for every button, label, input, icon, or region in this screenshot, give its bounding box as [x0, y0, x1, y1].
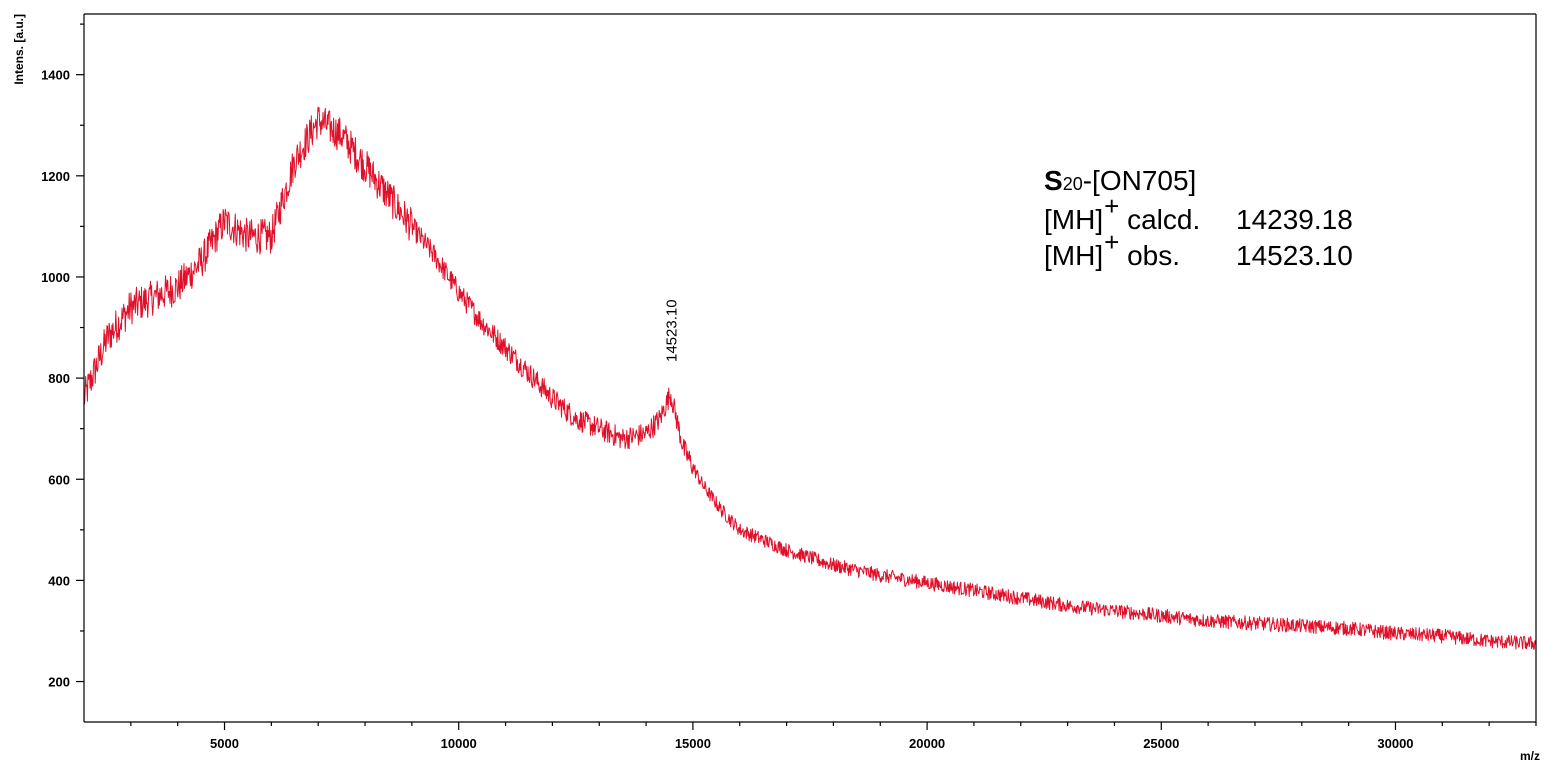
annotation-obs-label-group: [MH]+ obs. — [1044, 227, 1236, 274]
annotation-obs-label: obs. — [1119, 240, 1180, 271]
y-axis-title: Intens. [a.u.] — [12, 14, 26, 85]
annotation-name-rest: -[ON705] — [1082, 165, 1197, 196]
y-tick-label: 800 — [48, 371, 70, 386]
x-tick-label: 5000 — [210, 736, 239, 751]
annotation-obs-row: [MH]+ obs. 14523.10 — [1044, 227, 1353, 274]
x-tick-label: 25000 — [1143, 736, 1179, 751]
y-tick-label: 1400 — [41, 68, 70, 83]
y-tick-label: 1200 — [41, 169, 70, 184]
x-tick-label: 15000 — [675, 736, 711, 751]
annotation-calcd-prefix: [MH] — [1044, 204, 1104, 235]
annotation-obs-prefix: [MH] — [1044, 240, 1104, 271]
y-tick-label: 200 — [48, 675, 70, 690]
annotation-calcd-sup: + — [1104, 191, 1120, 221]
annotation-calcd-label: calcd. — [1119, 204, 1201, 235]
axes-layer — [76, 13, 1537, 730]
x-tick-label: 30000 — [1377, 736, 1413, 751]
annotation-obs-sup: + — [1104, 227, 1120, 257]
annotation-name-row: S 20 -[ON705] — [1044, 163, 1353, 202]
annotation-name-bold: S — [1044, 165, 1063, 196]
spectrum-trace-0 — [83, 106, 1537, 650]
annotation-obs-value: 14523.10 — [1236, 240, 1353, 271]
y-tick-label: 600 — [48, 472, 70, 487]
annotation-calcd-label-group: [MH]+ calcd. — [1044, 191, 1236, 238]
annotation-calcd-value: 14239.18 — [1236, 204, 1353, 235]
trace-layer — [83, 106, 1537, 650]
x-tick-label: 10000 — [441, 736, 477, 751]
y-tick-label: 400 — [48, 573, 70, 588]
peak-label: 14523.10 — [664, 299, 681, 362]
x-tick-label: 20000 — [909, 736, 945, 751]
compound-annotation: S 20 -[ON705] [MH]+ calcd. 14239.18 [MH]+ o… — [1044, 163, 1353, 274]
labels-layer: 200 400 600 800 1000 1200 1400 5000 10000 15000 20… — [12, 14, 1540, 763]
y-tick-label: 1000 — [41, 270, 70, 285]
annotation-calcd-row: [MH]+ calcd. 14239.18 — [1044, 191, 1353, 238]
x-axis-title: m/z — [1520, 749, 1540, 763]
annotation-name-sub: 20 — [1062, 174, 1083, 194]
